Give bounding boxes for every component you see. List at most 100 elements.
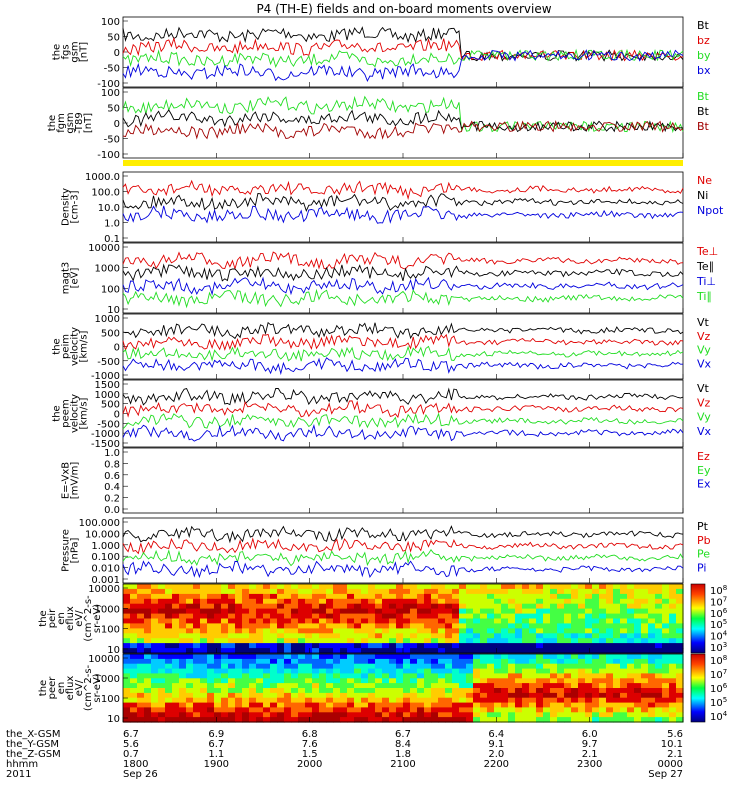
heatmap-cell: [319, 678, 327, 684]
heatmap-cell: [473, 697, 481, 704]
heatmap-cell: [270, 707, 278, 713]
heatmap-cell: [536, 702, 544, 709]
heatmap-cell: [375, 663, 383, 670]
heatmap-cell: [501, 593, 509, 600]
heatmap-cell: [319, 618, 327, 624]
heatmap-cell: [627, 717, 635, 723]
heatmap-cell: [179, 702, 187, 709]
heatmap-cell: [270, 598, 278, 605]
heatmap-cell: [543, 688, 551, 694]
ephemeris-value: 6.7: [395, 729, 411, 740]
heatmap-cell: [235, 673, 243, 679]
y-tick-label: 0: [114, 48, 120, 59]
heatmap-cell: [424, 707, 432, 713]
heatmap-cell: [515, 658, 523, 665]
heatmap-cell: [459, 618, 467, 624]
heatmap-cell: [333, 697, 341, 704]
heatmap-cell: [207, 628, 215, 634]
heatmap-cell: [361, 618, 369, 624]
heatmap-cell: [536, 717, 544, 723]
heatmap-cell: [305, 643, 313, 649]
heatmap-cell: [158, 613, 166, 620]
heatmap-cell: [578, 712, 586, 718]
heatmap-cell: [515, 588, 523, 595]
y-tick-label: -50: [104, 64, 120, 75]
heatmap-cell: [508, 717, 516, 723]
heatmap-cell: [242, 593, 250, 600]
heatmap-cell: [445, 692, 453, 699]
heatmap-cell: [564, 618, 572, 624]
heatmap-cell: [361, 593, 369, 600]
heatmap-cell: [431, 603, 439, 610]
panel-pressure: 100.00010.0001.0000.1000.0100.001Pressur…: [61, 517, 711, 586]
heatmap-cell: [263, 648, 271, 654]
heatmap-cell: [347, 678, 355, 684]
heatmap-cell: [557, 643, 565, 649]
heatmap-cell: [389, 608, 397, 615]
heatmap-cell: [382, 692, 390, 699]
heatmap-cell: [669, 717, 677, 723]
heatmap-cell: [431, 633, 439, 639]
heatmap-cell: [662, 648, 670, 654]
heatmap-cell: [557, 633, 565, 639]
heatmap-cell: [137, 608, 145, 615]
heatmap-cell: [550, 623, 558, 629]
heatmap-cell: [221, 712, 229, 718]
heatmap-cell: [130, 692, 138, 699]
y-tick-label: -100: [97, 150, 120, 161]
heatmap-cell: [172, 608, 180, 615]
heatmap-cell: [536, 678, 544, 684]
heatmap-cell: [333, 692, 341, 699]
heatmap-cell: [172, 707, 180, 713]
heatmap-cell: [165, 654, 173, 660]
heatmap-cell: [599, 692, 607, 699]
heatmap-cell: [382, 588, 390, 595]
heatmap-cell: [165, 588, 173, 595]
heatmap-cell: [452, 654, 460, 660]
ephemeris-value: 1.5: [302, 749, 318, 760]
heatmap-cell: [424, 702, 432, 709]
heatmap-cell: [578, 654, 586, 660]
heatmap-cell: [165, 623, 173, 629]
heatmap-cell: [165, 688, 173, 694]
legend-ni: Ni: [697, 189, 708, 202]
heatmap-cell: [249, 678, 257, 684]
heatmap-cell: [200, 678, 208, 684]
heatmap-cell: [508, 618, 516, 624]
heatmap-cell: [620, 717, 628, 723]
heatmap-cell: [655, 613, 663, 620]
heatmap-cell: [333, 654, 341, 660]
heatmap-cell: [641, 623, 649, 629]
heatmap-cell: [557, 608, 565, 615]
colorbar-tick-label: 106: [710, 682, 728, 695]
heatmap-cell: [620, 633, 628, 639]
heatmap-cell: [158, 688, 166, 694]
heatmap-cell: [662, 658, 670, 665]
heatmap-cell: [424, 628, 432, 634]
heatmap-cell: [277, 702, 285, 709]
heatmap-cell: [480, 608, 488, 615]
heatmap-cell: [459, 648, 467, 654]
heatmap-cell: [291, 702, 299, 709]
heatmap-cell: [445, 673, 453, 679]
heatmap-cell: [228, 697, 236, 704]
heatmap-cell: [641, 673, 649, 679]
heatmap-cell: [634, 678, 642, 684]
heatmap-cell: [270, 654, 278, 660]
heatmap-cell: [389, 603, 397, 610]
heatmap-cell: [424, 668, 432, 675]
heatmap-cell: [529, 668, 537, 675]
heatmap-cell: [466, 638, 474, 644]
heatmap-cell: [431, 683, 439, 689]
heatmap-cell: [438, 584, 446, 590]
heatmap-cell: [410, 702, 418, 709]
heatmap-cell: [158, 638, 166, 644]
heatmap-cell: [494, 623, 502, 629]
heatmap-cell: [123, 648, 131, 654]
heatmap-cell: [214, 668, 222, 675]
heatmap-cell: [333, 613, 341, 620]
heatmap-cell: [452, 663, 460, 670]
legend-vz: Vz: [697, 330, 711, 343]
heatmap-cell: [375, 683, 383, 689]
